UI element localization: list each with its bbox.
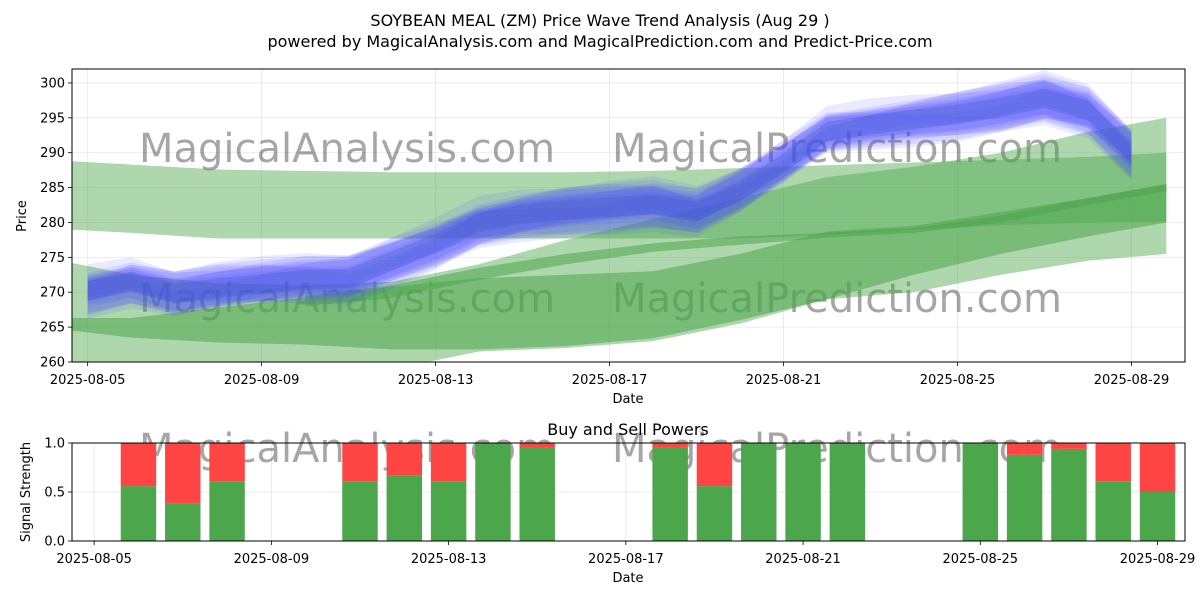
buy-bar-10 bbox=[741, 443, 777, 541]
price-xtick-label-3: 2025-08-17 bbox=[572, 373, 648, 388]
chart-subtitle: powered by MagicalAnalysis.com and Magic… bbox=[267, 32, 932, 51]
buy-bar-4 bbox=[386, 475, 423, 541]
buy-bar-13 bbox=[962, 443, 999, 541]
price-xtick-label-4: 2025-08-21 bbox=[746, 373, 822, 388]
signal-xtick-label-2: 2025-08-13 bbox=[411, 552, 487, 567]
chart-title: SOYBEAN MEAL (ZM) Price Wave Trend Analy… bbox=[370, 11, 829, 30]
price-ytick-label-7: 295 bbox=[40, 111, 65, 126]
blue-band-9 bbox=[87, 80, 1132, 304]
signal-frame bbox=[71, 442, 1186, 542]
buy-bar-16 bbox=[1095, 481, 1131, 541]
price-watermark-2: MagicalPrediction.com bbox=[612, 126, 1062, 172]
green-band-3 bbox=[72, 184, 1167, 350]
sell-bar-0 bbox=[120, 443, 157, 487]
sell-bar-9 bbox=[696, 443, 733, 487]
buy-bar-1 bbox=[165, 503, 201, 541]
signal-xtick-label-1: 2025-08-09 bbox=[234, 552, 310, 567]
blue-band-0 bbox=[87, 89, 1132, 319]
signal-xtick-label-0: 2025-08-05 bbox=[56, 552, 132, 567]
sell-bar-15 bbox=[1051, 443, 1087, 449]
blue-band-2 bbox=[87, 73, 1132, 303]
price-xtick-label-6: 2025-08-29 bbox=[1094, 373, 1170, 388]
blue-band-core bbox=[87, 88, 1132, 304]
signal-ytick-label-2: 1.0 bbox=[44, 437, 65, 452]
sell-bar-5 bbox=[430, 443, 467, 482]
price-y-label: Price bbox=[15, 200, 30, 232]
buy-bar-5 bbox=[430, 481, 467, 541]
signal-xtick-label-6: 2025-08-29 bbox=[1120, 552, 1196, 567]
signal-ytick-label-0: 0.0 bbox=[44, 535, 65, 550]
buy-bar-0 bbox=[120, 486, 157, 541]
signal-xtick-label-5: 2025-08-25 bbox=[943, 552, 1019, 567]
buy-bar-15 bbox=[1051, 448, 1087, 541]
price-grid bbox=[72, 69, 1185, 363]
price-xtick-label-2: 2025-08-13 bbox=[398, 373, 474, 388]
sell-bar-7 bbox=[519, 443, 555, 448]
blue-band-6 bbox=[87, 79, 1132, 306]
buy-bar-17 bbox=[1139, 492, 1176, 541]
buy-bar-2 bbox=[209, 481, 245, 541]
signal-axes: 0.0 0.5 1.0 2025-08-05 2025-08-09 2025-08-13 2… bbox=[44, 437, 1195, 568]
price-ytick-label-4: 280 bbox=[40, 216, 65, 231]
sell-bar-4 bbox=[386, 443, 423, 476]
sell-bar-3 bbox=[342, 443, 378, 482]
price-frame bbox=[71, 68, 1186, 363]
buy-bar-8 bbox=[652, 447, 688, 541]
price-ytick-label-0: 260 bbox=[40, 356, 65, 371]
price-ytick-label-6: 290 bbox=[40, 146, 65, 161]
price-ytick-label-1: 265 bbox=[40, 321, 65, 336]
buy-bar-3 bbox=[342, 481, 378, 541]
signal-ytick-label-1: 0.5 bbox=[44, 486, 65, 501]
buy-bar-6 bbox=[475, 443, 511, 541]
signal-panel: Buy and Sell Powers MagicalAnalysis.com … bbox=[19, 420, 1195, 586]
signal-x-label: Date bbox=[612, 571, 643, 586]
price-watermark-1: MagicalAnalysis.com bbox=[139, 126, 555, 172]
price-bands bbox=[72, 70, 1167, 362]
blue-band-7 bbox=[87, 81, 1132, 315]
buy-bar-7 bbox=[519, 447, 555, 541]
sell-bar-14 bbox=[1006, 443, 1043, 455]
signal-xtick-label-3: 2025-08-17 bbox=[588, 552, 664, 567]
sell-bar-17 bbox=[1139, 443, 1176, 492]
price-x-label: Date bbox=[612, 392, 643, 407]
price-ytick-label-5: 285 bbox=[40, 181, 65, 196]
blue-band-1 bbox=[87, 77, 1132, 316]
price-xtick-label-0: 2025-08-05 bbox=[50, 373, 126, 388]
price-xtick-label-5: 2025-08-25 bbox=[920, 373, 996, 388]
buy-bar-12 bbox=[829, 443, 866, 541]
sell-bar-16 bbox=[1095, 443, 1131, 482]
signal-bars bbox=[120, 443, 1176, 541]
price-xtick-label-1: 2025-08-09 bbox=[224, 373, 300, 388]
buy-bar-14 bbox=[1006, 454, 1043, 541]
price-ytick-label-8: 300 bbox=[40, 76, 65, 91]
signal-xtick-label-4: 2025-08-21 bbox=[765, 552, 841, 567]
blue-band-5 bbox=[87, 70, 1132, 302]
signal-title: Buy and Sell Powers bbox=[547, 420, 709, 439]
price-axes: 260 265 270 275 280 285 290 295 300 2025-08-05 202… bbox=[40, 68, 1186, 388]
price-ytick-label-3: 275 bbox=[40, 251, 65, 266]
green-band-1 bbox=[72, 152, 1167, 239]
sell-bar-2 bbox=[209, 443, 245, 482]
blue-band-4 bbox=[87, 79, 1132, 315]
price-panel: MagicalAnalysis.com MagicalPrediction.co… bbox=[15, 68, 1186, 407]
green-band-4 bbox=[305, 184, 1167, 307]
sell-bar-1 bbox=[165, 443, 201, 504]
price-ytick-label-2: 270 bbox=[40, 286, 65, 301]
buy-bar-9 bbox=[696, 486, 733, 541]
blue-band-8 bbox=[87, 82, 1132, 312]
buy-bar-11 bbox=[785, 443, 821, 541]
sell-bar-8 bbox=[652, 443, 688, 448]
signal-y-label: Signal Strength bbox=[19, 442, 34, 542]
blue-band-3 bbox=[87, 85, 1132, 311]
